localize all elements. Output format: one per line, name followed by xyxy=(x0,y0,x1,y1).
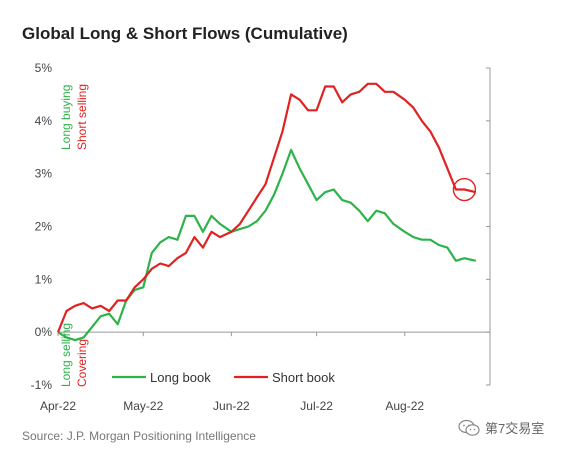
legend-label-short-book: Short book xyxy=(272,370,335,385)
watermark: 第7交易室 xyxy=(458,418,544,437)
watermark-text: 第7交易室 xyxy=(485,421,545,436)
annotation-covering: Covering xyxy=(75,339,89,387)
x-tick-label: Apr-22 xyxy=(40,399,76,413)
annotation-long-buying: Long buying xyxy=(59,85,73,150)
annotation-long-selling: Long selling xyxy=(59,323,73,387)
y-tick-label: -1% xyxy=(31,378,53,392)
x-tick-label: Jul-22 xyxy=(300,399,333,413)
y-tick-label: 5% xyxy=(35,61,53,75)
x-tick-label: Jun-22 xyxy=(213,399,250,413)
x-tick-label: May-22 xyxy=(123,399,163,413)
annotation-short-selling: Short selling xyxy=(75,84,89,150)
y-tick-label: 3% xyxy=(35,167,53,181)
wechat-icon xyxy=(458,419,480,436)
highlight-circle xyxy=(452,177,477,202)
series-line-short-book xyxy=(56,82,477,333)
x-tick-label: Aug-22 xyxy=(385,399,424,413)
y-tick-label: 1% xyxy=(35,272,53,286)
y-tick-label: 0% xyxy=(35,325,53,339)
chart-title: Global Long & Short Flows (Cumulative) xyxy=(22,24,348,43)
legend-label-long-book: Long book xyxy=(150,370,211,385)
y-tick-label: 4% xyxy=(35,114,53,128)
source-note: Source: J.P. Morgan Positioning Intellig… xyxy=(22,429,256,443)
y-tick-label: 2% xyxy=(35,220,53,234)
